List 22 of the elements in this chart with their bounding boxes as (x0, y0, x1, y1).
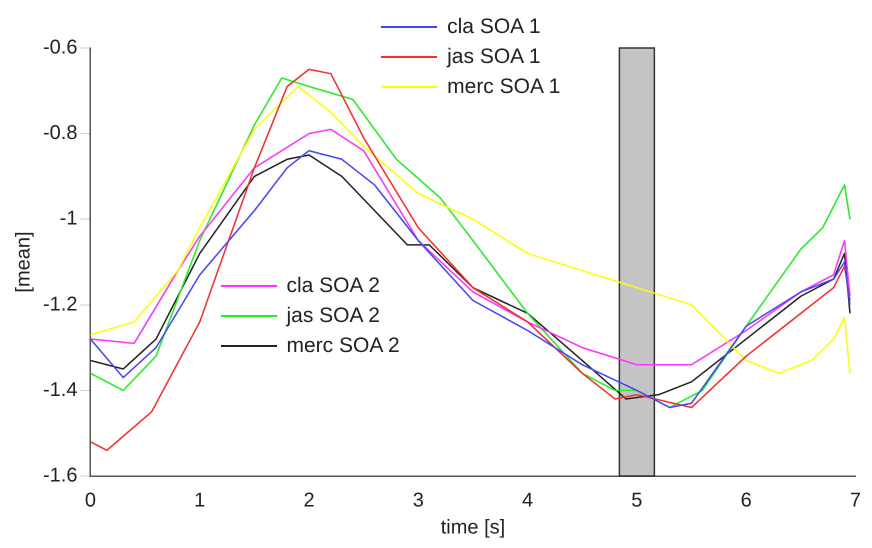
x-tick-label: 5 (631, 490, 642, 512)
x-tick-label: 0 (84, 490, 96, 512)
y-tick-label: -0.8 (42, 122, 78, 144)
x-tick-label: 2 (303, 490, 315, 512)
y-tick-label: -1.4 (42, 378, 78, 401)
x-tick-label: 6 (740, 490, 752, 512)
y-axis-title: [mean] (12, 231, 35, 293)
x-tick-label: 4 (522, 490, 534, 512)
legend-label: cla SOA 2 (286, 274, 380, 298)
legend-label: merc SOA 2 (286, 334, 400, 358)
x-tick-label: 1 (194, 490, 206, 512)
x-tick-label: 7 (850, 490, 861, 512)
y-tick-label: -1 (60, 208, 78, 230)
x-axis-title: time [s] (440, 516, 506, 539)
legend-label: cla SOA 1 (447, 15, 541, 39)
y-tick-label: -1.2 (42, 293, 78, 316)
legend-label: merc SOA 1 (447, 75, 560, 99)
legend-label: jas SOA 1 (447, 45, 541, 69)
y-tick-label: -1.6 (42, 464, 78, 487)
y-tick-label: -0.6 (42, 36, 78, 59)
x-tick-label: 3 (412, 490, 424, 512)
legend-label: jas SOA 2 (286, 304, 380, 328)
